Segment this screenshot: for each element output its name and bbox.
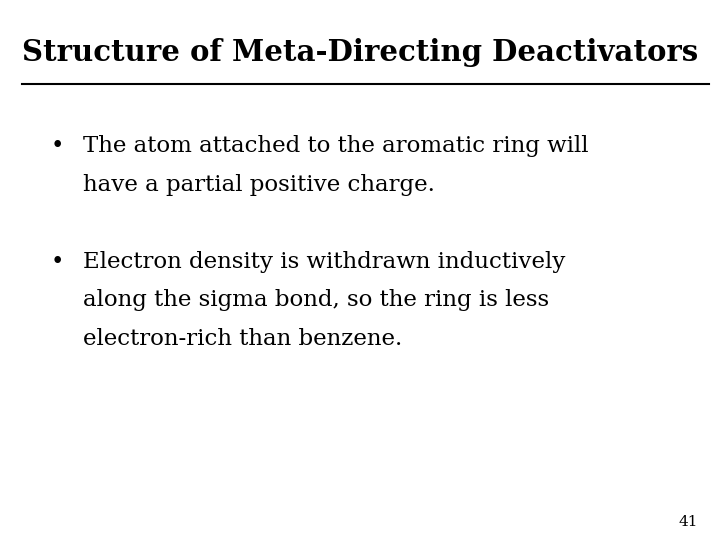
- Text: 41: 41: [679, 515, 698, 529]
- Text: The atom attached to the aromatic ring will: The atom attached to the aromatic ring w…: [83, 135, 588, 157]
- Text: electron-rich than benzene.: electron-rich than benzene.: [83, 328, 402, 350]
- Text: along the sigma bond, so the ring is less: along the sigma bond, so the ring is les…: [83, 289, 549, 312]
- Text: Electron density is withdrawn inductively: Electron density is withdrawn inductivel…: [83, 251, 565, 273]
- Text: Structure of Meta-Directing Deactivators: Structure of Meta-Directing Deactivators: [22, 38, 698, 67]
- Text: have a partial positive charge.: have a partial positive charge.: [83, 174, 435, 196]
- Text: •: •: [50, 135, 64, 157]
- Text: •: •: [50, 251, 64, 273]
